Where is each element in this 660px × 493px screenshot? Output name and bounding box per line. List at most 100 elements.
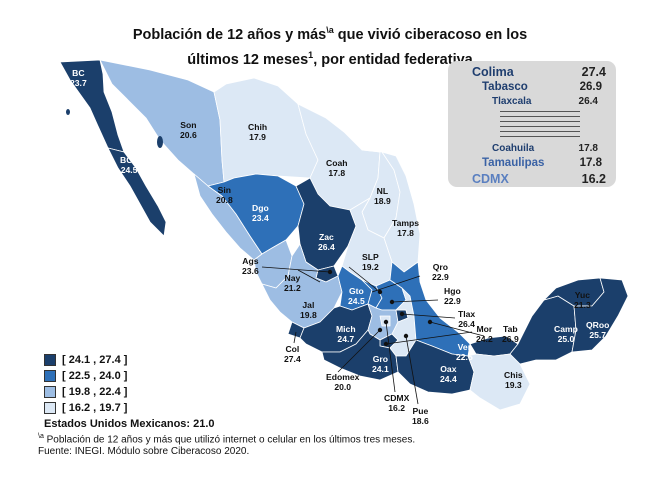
label-bcs-abbr: BCS [120,155,139,165]
rank-name-6: CDMX [472,172,509,186]
label-yuc-abbr: Yuc [574,290,591,300]
legend-label: [ 22.5 , 24.0 ] [62,370,128,382]
label-qroo-abbr: QRoo [586,320,610,330]
state-gro [321,329,399,381]
label-hgo-abbr: Hgo [444,286,461,296]
label-dgo: Dgo 23.4 [252,203,269,223]
label-oax-abbr: Oax [440,364,457,374]
label-nl: NL 18.9 [374,186,391,206]
label-ags: Ags 23.6 [242,256,259,276]
rank-name-4: Coahuila [492,143,535,154]
label-qroo-value: 25.7 [589,330,607,340]
rank-value-6: 16.2 [581,172,606,186]
label-slp: SLP 19.2 [362,252,379,272]
label-gto: Gto 24.5 [348,286,365,306]
island-guadalupe [66,109,70,115]
label-mor-value: 24.2 [476,334,493,344]
label-ags-abbr: Ags [242,256,259,266]
label-slp-value: 19.2 [362,262,379,272]
map-title: Población de 12 años y más\a que vivió c… [132,25,528,68]
label-col-abbr: Col [285,344,300,354]
label-tab: Tab 26.9 [502,324,519,344]
label-col: Col 27.4 [284,344,301,364]
label-tamps-value: 17.8 [397,228,414,238]
label-zac-value: 26.4 [318,242,335,252]
label-nay-value: 21.2 [284,283,301,293]
footnote: \a Población de 12 años y más que utiliz… [38,433,415,445]
label-cdmx-value: 16.2 [388,403,406,413]
label-nay: Nay 21.2 [284,273,301,293]
label-jal-abbr: Jal [302,300,315,310]
label-qro-value: 22.9 [432,272,449,282]
rank-value-1: 27.4 [581,65,606,79]
label-coah: Coah 17.8 [326,158,347,178]
label-nay-abbr: Nay [284,273,301,283]
label-tlax: Tlax 26.4 [458,309,475,329]
label-mich: Mich 24.7 [336,324,356,344]
label-col-value: 27.4 [284,354,301,364]
legend-label: [ 16.2 , 19.7 ] [62,402,128,414]
label-coah-value: 17.8 [328,168,346,178]
national-total: Estados Unidos Mexicanos: 21.0 [44,418,215,430]
label-bcs-value: 24.5 [120,165,138,175]
label-zac-abbr: Zac [318,232,334,242]
label-ver: Ver 22.5 [456,342,473,362]
label-tab-value: 26.9 [502,334,519,344]
label-tab-abbr: Tab [503,324,518,334]
label-pue-abbr: Pue [412,406,429,416]
label-gto-value: 24.5 [348,296,365,306]
label-tamps: Tamps 17.8 [392,218,419,238]
label-pue: Pue 18.6 [412,406,429,426]
legend-swatch [44,402,56,414]
label-nl-abbr: NL [376,186,389,196]
ranking-panel: Colima 27.4 Tabasco 26.9 Tlaxcala 26.4 C… [448,61,616,187]
label-zac: Zac 26.4 [318,232,335,252]
footnote-marker: \a [38,433,44,440]
rank-name-3: Tlaxcala [492,96,532,107]
label-qro-abbr: Qro [432,262,448,272]
label-camp: Camp 25.0 [554,324,578,344]
label-mor-abbr: Mor [476,324,493,334]
label-sin-abbr: Sin [217,185,232,195]
label-oax-value: 24.4 [440,374,457,384]
label-slp-abbr: SLP [362,252,379,262]
footnote-text: Población de 12 años y más que utilizó i… [43,434,416,446]
label-hgo-value: 22.9 [444,296,461,306]
label-tlax-value: 26.4 [458,319,475,329]
label-chih: Chih 17.9 [248,122,267,142]
label-tamps-abbr: Tamps [392,218,420,228]
label-camp-abbr: Camp [554,324,578,334]
legend-item: [ 22.5 , 24.0 ] [44,370,184,383]
label-chis-value: 19.3 [504,380,522,390]
label-bc-abbr: BC [72,68,85,78]
label-chih-value: 17.9 [249,132,266,142]
state-bcs [107,147,167,237]
label-gto-abbr: Gto [348,286,364,296]
label-son-abbr: Son [180,120,197,130]
ranking-gap-line [500,131,580,132]
rank-value-3: 26.4 [578,96,598,107]
label-ver-abbr: Ver [457,342,472,352]
island-tiburon [157,136,163,148]
legend-item: [ 19.8 , 22.4 ] [44,386,184,399]
label-nl-value: 18.9 [374,196,391,206]
label-edomex: Edomex 20.0 [326,372,359,392]
rank-value-4: 17.8 [578,143,598,154]
state-jal [261,243,343,329]
label-hgo: Hgo 22.9 [444,286,461,306]
ranking-gap-line [500,116,580,117]
ranking-gap-line [500,126,580,127]
rank-name-1: Colima [472,65,514,79]
label-qroo: QRoo 25.7 [586,320,609,340]
label-son: Son 20.6 [180,120,197,140]
label-sin: Sin 20.8 [216,185,233,205]
label-oax: Oax 24.4 [440,364,457,384]
rank-value-5: 17.8 [579,157,602,169]
source-note: Fuente: INEGI. Módulo sobre Ciberacoso 2… [38,446,250,457]
label-mich-abbr: Mich [336,324,356,334]
label-qro: Qro 22.9 [432,262,449,282]
label-bcs: BCS 24.5 [120,155,138,175]
label-mor: Mor 24.2 [476,324,493,344]
label-edomex-abbr: Edomex [326,372,360,382]
rank-name-2: Tabasco [482,81,528,93]
